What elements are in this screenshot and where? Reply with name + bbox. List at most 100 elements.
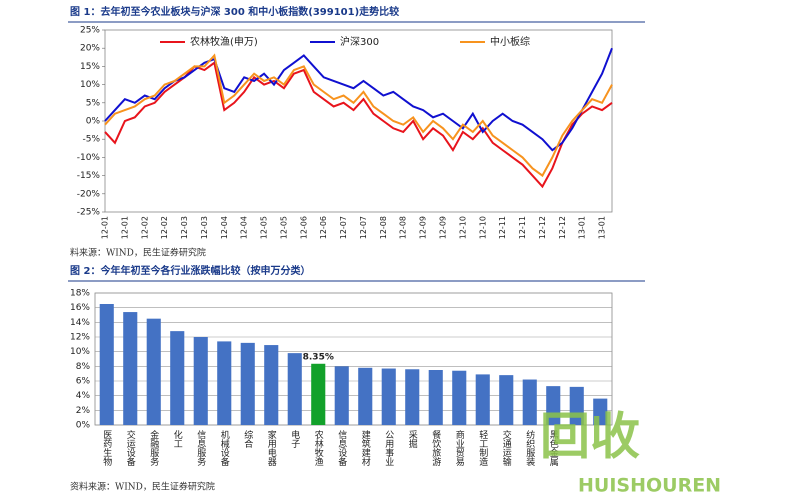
- x-tick-label: 餐饮旅游: [430, 429, 441, 467]
- x-tick-label: 12-05: [260, 216, 269, 239]
- source: 料来源：WIND，民生证券研究院: [70, 247, 206, 259]
- x-tick-label: 信息设备: [336, 429, 347, 466]
- y-tick-label: 10%: [80, 80, 100, 90]
- x-tick-label: 13-01: [578, 216, 587, 239]
- watermark-sub: HUISHOUREN: [578, 475, 721, 497]
- legend-label: 中小板综: [490, 35, 530, 48]
- bar: [99, 304, 114, 425]
- y-tick-label: -15%: [77, 171, 101, 181]
- x-tick-label: 12-06: [299, 216, 308, 239]
- x-tick-label: 12-09: [419, 216, 428, 239]
- bar: [428, 370, 443, 425]
- bar: [123, 312, 138, 425]
- bar: [311, 363, 326, 425]
- source: 资料来源：WIND，民生证券研究院: [70, 481, 215, 493]
- bar: [170, 331, 185, 425]
- x-tick-label: 12-11: [498, 216, 507, 239]
- x-tick-label: 金融服务: [148, 429, 159, 467]
- x-tick-label: 轻工制造: [477, 429, 488, 467]
- bar: [193, 337, 208, 425]
- x-tick-label: 机械设备: [219, 429, 230, 466]
- watermark: 回收: [540, 408, 640, 466]
- bar: [146, 318, 161, 425]
- x-tick-label: 公用事业: [383, 430, 394, 466]
- y-tick-label: 2%: [76, 406, 91, 416]
- y-tick-label: 15%: [80, 62, 100, 72]
- y-tick-label: 0%: [76, 421, 91, 431]
- plot-frame: [104, 29, 613, 213]
- x-tick-label: 综合: [242, 429, 253, 449]
- y-tick-label: 20%: [80, 44, 100, 54]
- x-tick-label: 12-05: [279, 216, 288, 239]
- bar: [522, 379, 537, 425]
- x-tick-label: 12-03: [180, 216, 189, 239]
- bar: [452, 370, 467, 425]
- x-tick-label: 信息服务: [195, 429, 206, 467]
- value-label: 8.35%: [303, 352, 334, 362]
- bar: [569, 386, 584, 425]
- x-tick-label: 12-04: [240, 216, 249, 239]
- bar: [217, 341, 232, 425]
- bar: [334, 366, 349, 425]
- x-tick-label: 12-02: [140, 216, 149, 239]
- x-tick-label: 医药生物: [101, 430, 112, 467]
- bar: [499, 375, 514, 425]
- bar: [358, 367, 373, 425]
- bar: [264, 345, 279, 425]
- y-tick-label: 25%: [80, 26, 100, 36]
- x-tick-label: 12-12: [538, 216, 547, 239]
- x-tick-label: 12-02: [160, 216, 169, 239]
- x-tick-label: 农林牧渔: [313, 429, 324, 466]
- y-tick-label: -5%: [82, 135, 100, 145]
- y-tick-label: 5%: [86, 98, 101, 108]
- x-tick-label: 黑色金属: [548, 430, 559, 467]
- x-tick-label: 12-08: [399, 216, 408, 239]
- x-tick-label: 12-04: [220, 216, 229, 239]
- bar: [240, 342, 255, 425]
- x-tick-label: 交运设备: [125, 429, 136, 466]
- x-tick-label: 12-09: [439, 216, 448, 239]
- series-line: [104, 61, 613, 189]
- bar: [381, 368, 396, 425]
- y-tick-label: -20%: [77, 189, 101, 199]
- x-tick-label: 12-10: [478, 216, 487, 239]
- y-tick-label: 8%: [76, 362, 91, 372]
- x-tick-label: 12-12: [558, 216, 567, 239]
- x-tick-label: 采掘: [407, 430, 418, 449]
- y-tick-label: 0%: [86, 117, 101, 127]
- chart-title: 图 2：今年年初至今各行业涨跌幅比较（按申万分类）: [70, 264, 310, 277]
- x-tick-label: 12-07: [359, 216, 368, 239]
- bar: [475, 374, 490, 425]
- x-tick-label: 商业贸易: [454, 429, 465, 467]
- series-line: [104, 53, 613, 178]
- x-tick-label: 化工: [172, 429, 183, 448]
- legend-label: 农林牧渔(申万): [190, 35, 258, 48]
- bar: [546, 386, 561, 425]
- x-tick-label: 12-03: [200, 216, 209, 239]
- x-tick-label: 交通运输: [501, 429, 512, 467]
- series-line: [104, 47, 613, 152]
- y-tick-label: -10%: [77, 153, 101, 163]
- y-tick-label: 10%: [70, 347, 90, 357]
- y-tick-label: 16%: [70, 303, 90, 313]
- x-tick-label: 建筑建材: [360, 429, 371, 466]
- x-tick-label: 纺织服装: [524, 429, 535, 467]
- x-tick-label: 12-07: [339, 216, 348, 239]
- y-tick-label: -25%: [77, 208, 101, 218]
- x-tick-label: 12-08: [379, 216, 388, 239]
- y-tick-label: 6%: [76, 377, 91, 387]
- x-tick-label: 12-01: [120, 216, 129, 239]
- bar: [287, 353, 302, 425]
- x-tick-label: 家用电器: [266, 429, 277, 466]
- legend-label: 沪深300: [340, 35, 379, 48]
- y-tick-label: 12%: [70, 333, 90, 343]
- x-tick-label: 电子: [289, 429, 300, 448]
- y-tick-label: 18%: [70, 289, 90, 299]
- chart-title: 图 1：去年初至今农业板块与沪深 300 和中小板指数(399101)走势比较: [70, 5, 399, 18]
- x-tick-label: 12-10: [458, 216, 467, 239]
- y-tick-label: 14%: [70, 318, 90, 328]
- bar: [405, 369, 420, 425]
- y-tick-label: 4%: [76, 391, 91, 401]
- x-tick-label: 12-11: [518, 216, 527, 239]
